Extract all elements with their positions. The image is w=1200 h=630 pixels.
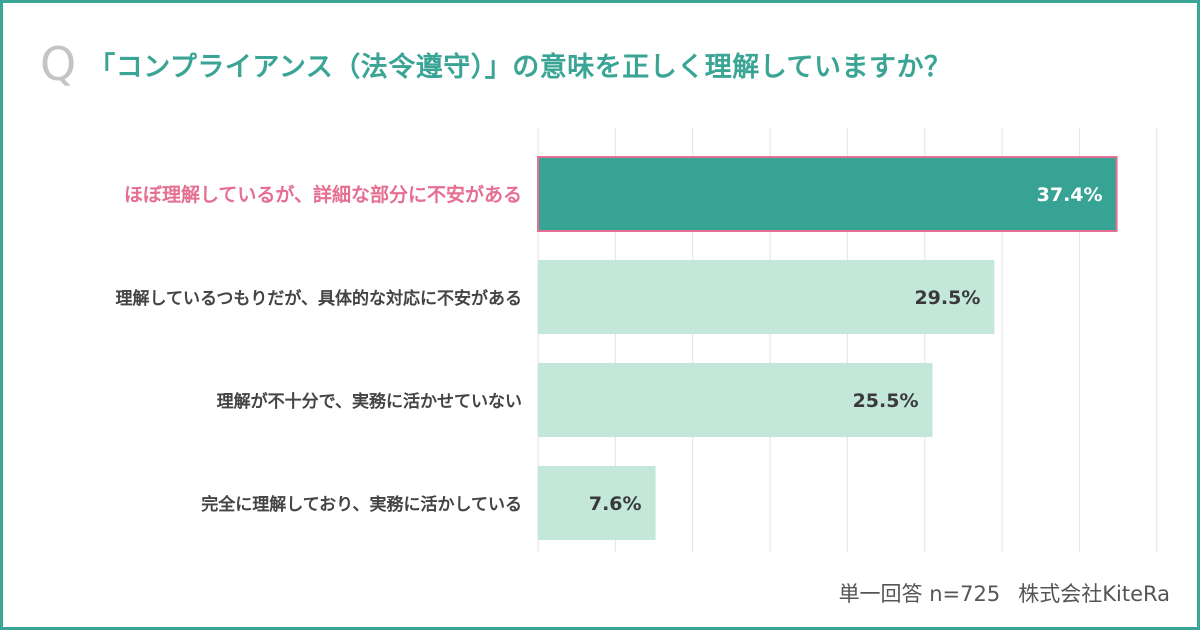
bar (537, 156, 1118, 232)
category-label: 完全に理解しており、実務に活かしている (201, 494, 522, 515)
value-label: 7.6% (589, 493, 642, 515)
value-label: 29.5% (914, 287, 980, 309)
sample-info: 単一回答 n=725 (838, 582, 1001, 606)
q-mark-icon: Q (40, 37, 77, 91)
bar (538, 466, 656, 540)
value-label: 37.4% (1037, 184, 1103, 206)
bar (538, 363, 933, 437)
source-credit: 株式会社KiteRa (1018, 582, 1170, 606)
question-header: Q 「コンプライアンス（法令遵守）」の意味を正しく理解していますか？ (40, 41, 951, 87)
category-label: 理解しているつもりだが、具体的な対応に不安がある (116, 288, 522, 309)
chart-title: 「コンプライアンス（法令遵守）」の意味を正しく理解していますか？ (88, 51, 952, 83)
value-label: 25.5% (853, 390, 919, 412)
category-label: 理解が不十分で、実務に活かせていない (217, 391, 522, 412)
category-label: ほぼ理解しているが、詳細な部分に不安がある (124, 183, 522, 206)
footer: 単一回答 n=725 株式会社KiteRa (839, 578, 1170, 608)
bar (538, 260, 995, 334)
